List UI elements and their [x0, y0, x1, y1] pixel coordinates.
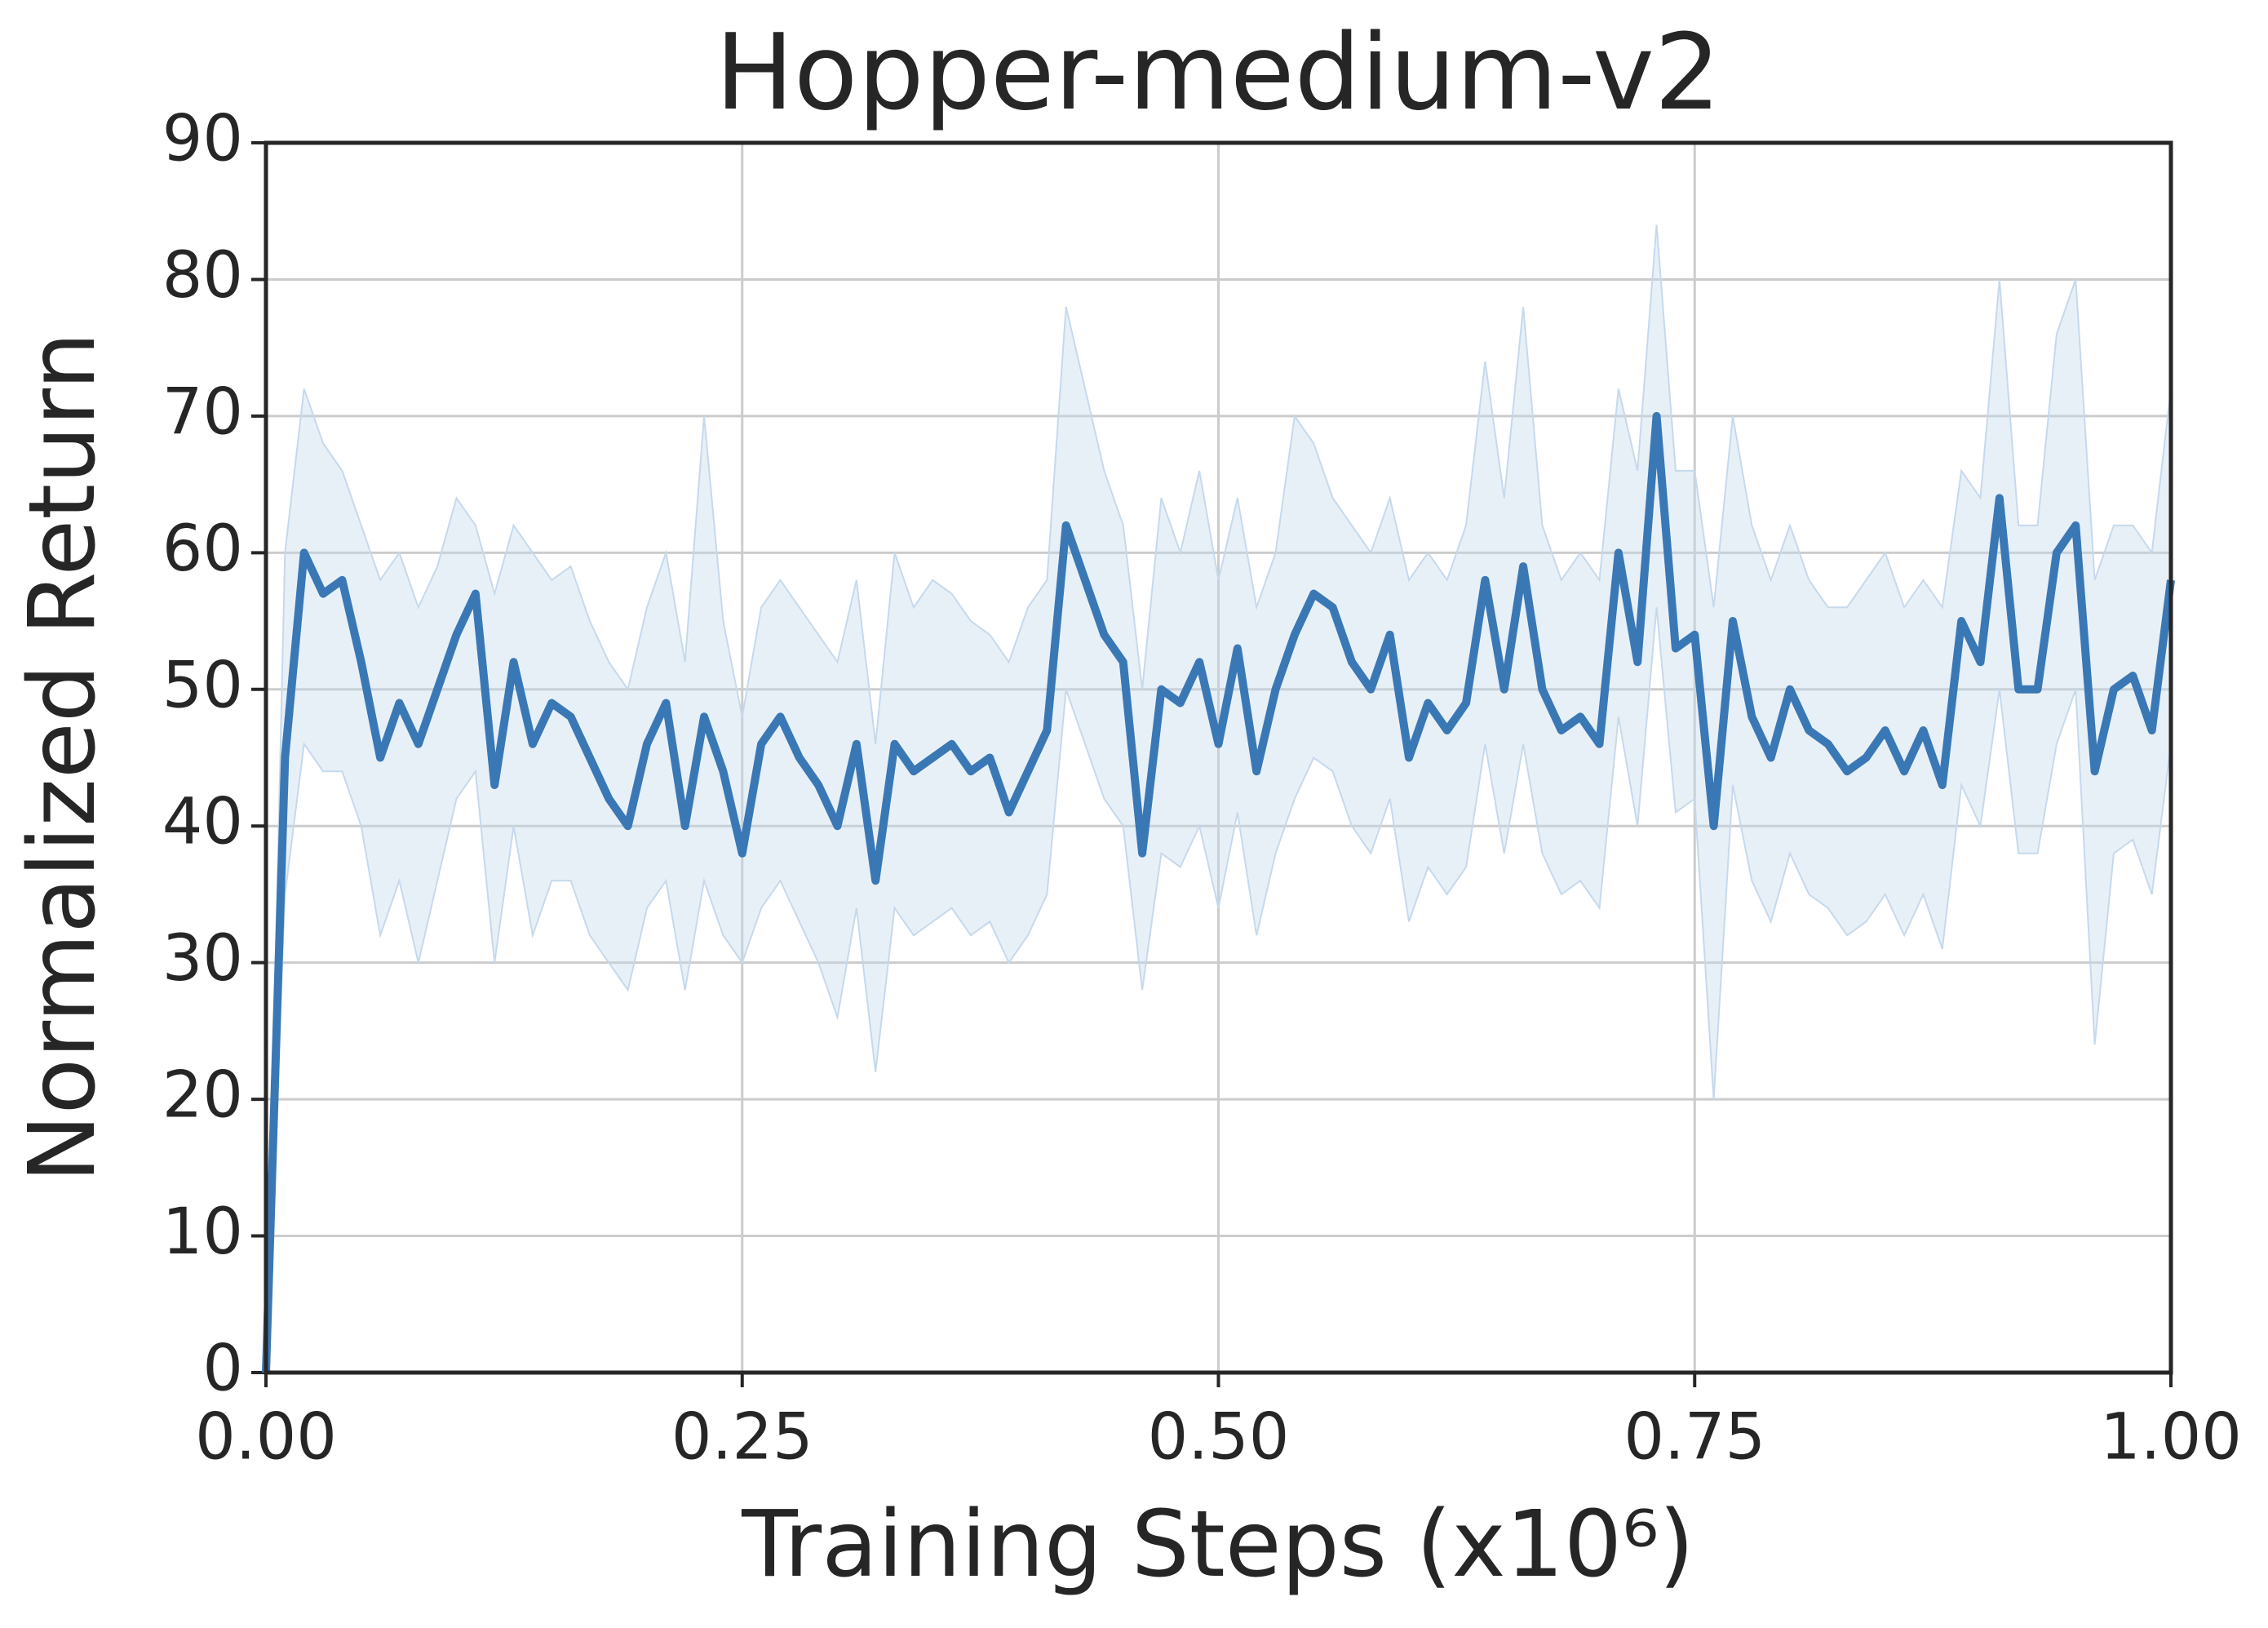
x-tick-label: 0.50	[1148, 1400, 1290, 1474]
y-tick-label: 50	[162, 649, 243, 722]
y-axis-label: Normalized Return	[10, 332, 116, 1182]
y-tick-label: 80	[162, 239, 243, 313]
chart-title: Hopper-medium-v2	[715, 12, 1721, 134]
x-tick-label: 1.00	[2100, 1400, 2242, 1474]
y-tick-label: 0	[202, 1332, 243, 1405]
plot-frame	[264, 140, 2173, 1375]
y-tick-label: 20	[162, 1059, 243, 1133]
x-tick-label: 0.25	[671, 1400, 813, 1474]
y-tick-label: 60	[162, 512, 243, 586]
line	[262, 411, 2175, 1373]
y-tick-label: 90	[162, 102, 243, 175]
y-tick-label: 70	[162, 375, 243, 449]
x-axis-label: Training Steps (x10⁶)	[741, 1492, 1694, 1598]
y-tick-label: 40	[162, 786, 243, 859]
x-tick-label: 0.75	[1623, 1400, 1765, 1474]
y-tick-label: 10	[162, 1195, 243, 1269]
x-tick-label: 0.00	[195, 1400, 337, 1474]
y-tick-label: 30	[162, 922, 243, 996]
